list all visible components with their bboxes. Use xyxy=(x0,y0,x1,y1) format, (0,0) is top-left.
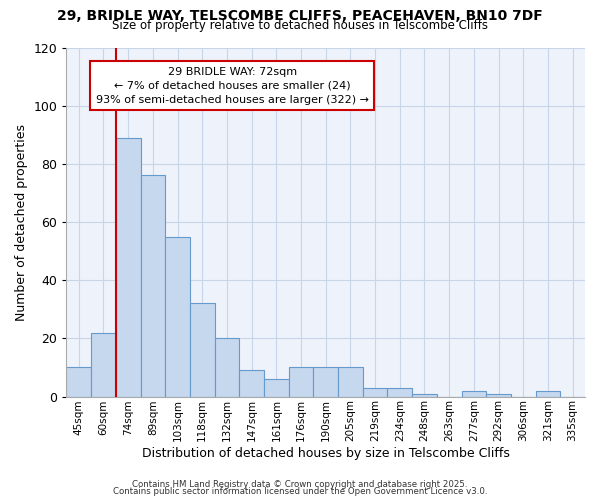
Bar xyxy=(165,236,190,396)
Bar xyxy=(91,332,116,396)
Bar xyxy=(190,304,215,396)
Text: 29 BRIDLE WAY: 72sqm
← 7% of detached houses are smaller (24)
93% of semi-detach: 29 BRIDLE WAY: 72sqm ← 7% of detached ho… xyxy=(96,66,369,104)
Bar xyxy=(116,138,140,396)
Y-axis label: Number of detached properties: Number of detached properties xyxy=(15,124,28,320)
Bar xyxy=(536,390,560,396)
Bar xyxy=(239,370,264,396)
Text: Size of property relative to detached houses in Telscombe Cliffs: Size of property relative to detached ho… xyxy=(112,19,488,32)
Bar xyxy=(289,368,313,396)
Text: Contains HM Land Registry data © Crown copyright and database right 2025.: Contains HM Land Registry data © Crown c… xyxy=(132,480,468,489)
Bar xyxy=(412,394,437,396)
Text: Contains public sector information licensed under the Open Government Licence v3: Contains public sector information licen… xyxy=(113,487,487,496)
Text: 29, BRIDLE WAY, TELSCOMBE CLIFFS, PEACEHAVEN, BN10 7DF: 29, BRIDLE WAY, TELSCOMBE CLIFFS, PEACEH… xyxy=(57,9,543,23)
Bar xyxy=(140,176,165,396)
Bar xyxy=(461,390,486,396)
Bar xyxy=(67,368,91,396)
X-axis label: Distribution of detached houses by size in Telscombe Cliffs: Distribution of detached houses by size … xyxy=(142,447,509,460)
Bar xyxy=(486,394,511,396)
Bar xyxy=(313,368,338,396)
Bar xyxy=(363,388,388,396)
Bar xyxy=(338,368,363,396)
Bar xyxy=(215,338,239,396)
Bar xyxy=(388,388,412,396)
Bar xyxy=(264,379,289,396)
